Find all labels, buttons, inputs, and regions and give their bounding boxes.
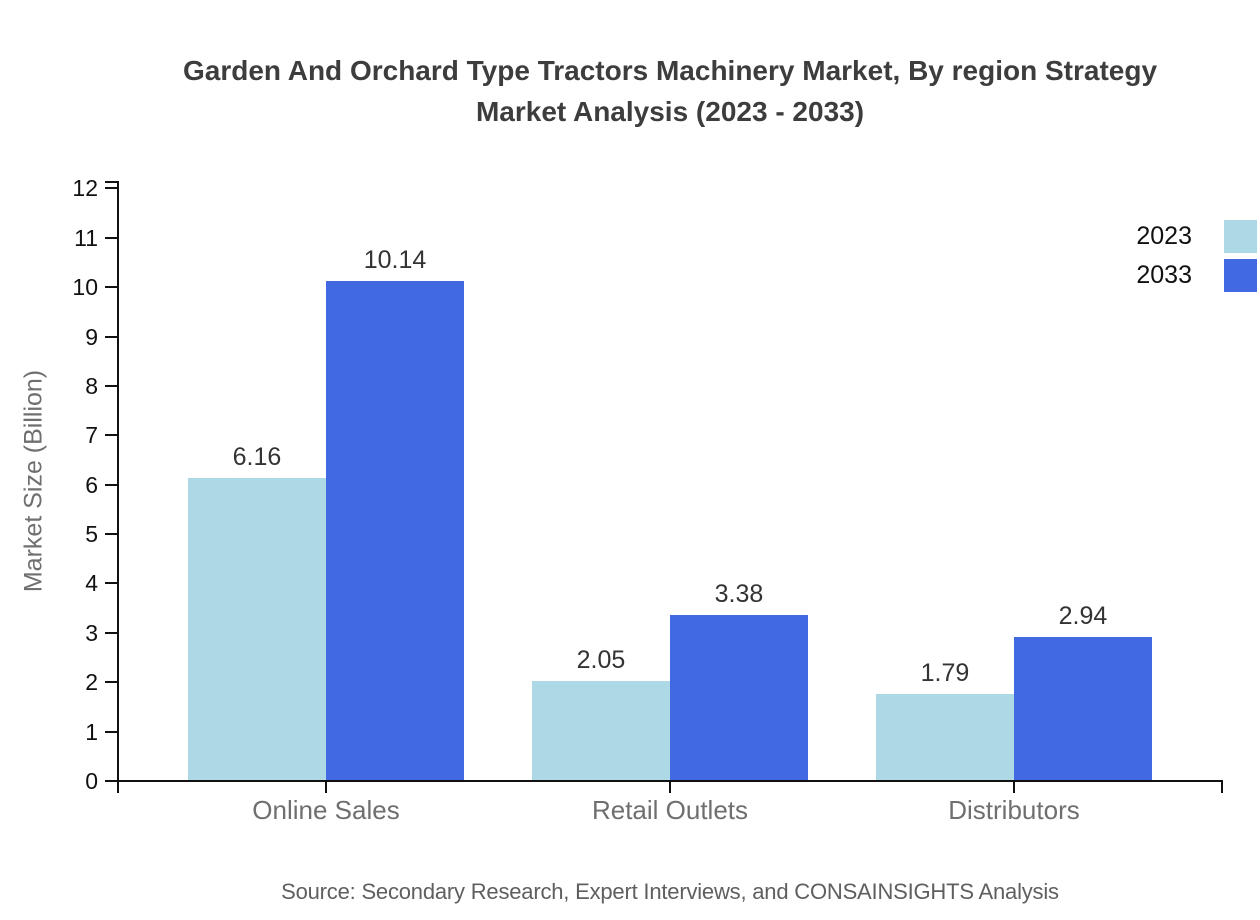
y-tick-label: 3: [85, 619, 98, 646]
chart-title-line2: Market Analysis (2023 - 2033): [475, 96, 865, 127]
chart-title-line1: Garden And Orchard Type Tractors Machine…: [182, 55, 1158, 86]
y-axis-end-cap: [105, 181, 117, 183]
y-tick: [105, 335, 117, 338]
x-tick: [1013, 780, 1015, 793]
y-tick-label: 6: [85, 471, 98, 498]
legend-swatch-2023: [1224, 220, 1257, 253]
bar-2033-distributors: [1014, 636, 1152, 780]
legend-label-2023: 2023: [1136, 222, 1192, 250]
bar-value-label: 10.14: [363, 246, 427, 275]
y-tick: [105, 681, 117, 684]
y-tick: [105, 434, 117, 437]
y-tick-label: 4: [85, 570, 98, 597]
x-axis-right-cap: [1221, 780, 1223, 793]
y-axis-line: [117, 181, 119, 782]
y-tick: [105, 384, 117, 387]
y-tick-label: 0: [85, 768, 98, 794]
bar-2033-retail-outlets: [670, 615, 808, 780]
y-tick: [105, 483, 117, 486]
legend-label-2033: 2033: [1136, 261, 1192, 289]
y-tick: [105, 730, 117, 733]
bar-2023-online-sales: [188, 477, 326, 780]
y-tick: [105, 236, 117, 239]
x-category-label: Distributors: [948, 795, 1080, 825]
bar-value-label: 2.05: [576, 645, 626, 674]
bar-value-label: 6.16: [232, 442, 282, 471]
y-tick: [105, 187, 117, 190]
bar-2023-retail-outlets: [532, 680, 670, 780]
x-category-label: Retail Outlets: [591, 795, 749, 825]
x-tick: [669, 780, 671, 793]
bar-value-label: 3.38: [714, 580, 764, 609]
y-tick-label: 9: [85, 323, 98, 350]
y-tick: [105, 631, 117, 634]
x-category-label: Online Sales: [252, 795, 400, 825]
x-tick: [325, 780, 327, 793]
y-tick-label: 2: [85, 669, 98, 696]
y-tick: [105, 286, 117, 289]
bar-2023-distributors: [876, 693, 1014, 780]
bar-value-label: 1.79: [920, 658, 970, 687]
chart-title: Garden And Orchard Type Tractors Machine…: [80, 50, 1260, 132]
y-tick-label: 12: [72, 175, 98, 202]
y-tick: [105, 780, 117, 782]
y-tick-label: 7: [85, 422, 98, 449]
source-note: Source: Secondary Research, Expert Inter…: [281, 879, 1059, 904]
y-tick: [105, 582, 117, 585]
y-tick-label: 10: [72, 274, 98, 301]
y-tick-label: 5: [85, 521, 98, 548]
y-tick-label: 8: [85, 372, 98, 399]
x-axis-left-cap: [117, 780, 119, 793]
y-tick: [105, 533, 117, 536]
bar-2033-online-sales: [326, 281, 464, 780]
bar-value-label: 2.94: [1058, 601, 1108, 630]
y-tick-label: 1: [85, 718, 98, 745]
y-tick-label: 11: [74, 224, 98, 251]
legend-swatch-2033: [1224, 259, 1257, 292]
